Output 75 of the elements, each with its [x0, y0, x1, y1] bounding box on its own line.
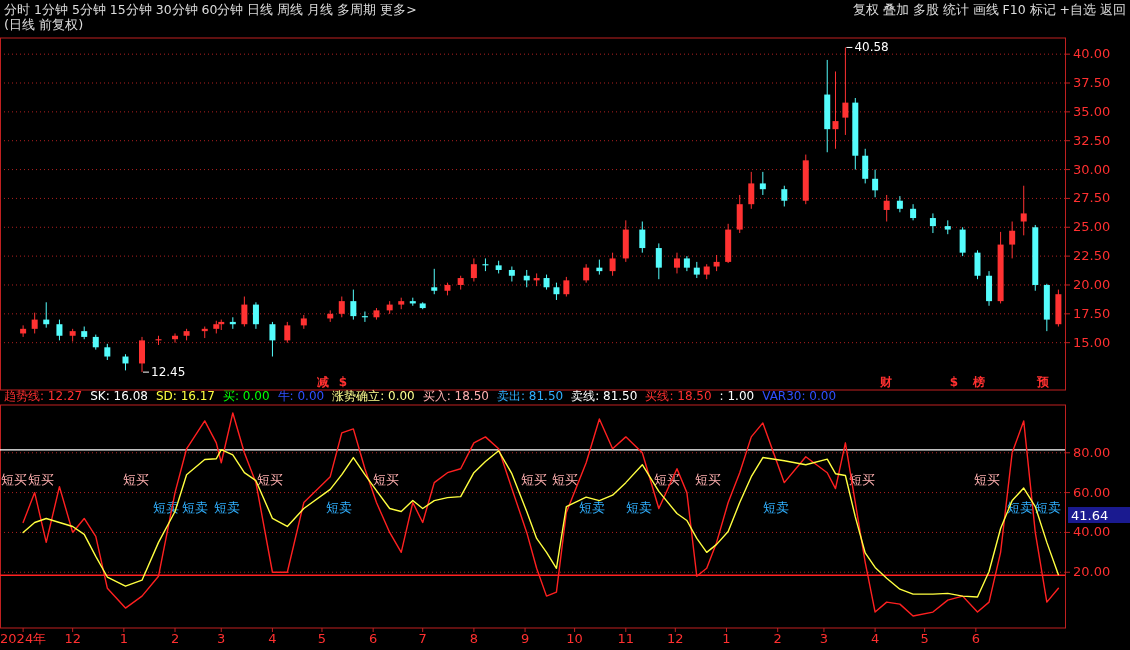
x-tick-label: 4	[268, 631, 277, 646]
x-tick-label: 7	[418, 631, 427, 646]
x-tick-label: 5	[317, 631, 327, 646]
annotation: 短买	[552, 472, 578, 488]
x-tick-label: 10	[566, 631, 583, 646]
annotation: 短卖	[182, 500, 208, 516]
x-tick-label: 2	[773, 631, 782, 646]
y-tick-label: 17.50	[1073, 305, 1111, 321]
x-tick-label: 4	[870, 631, 880, 646]
annotation: 短买	[695, 472, 721, 488]
x-tick-label: 3	[819, 631, 829, 646]
annotation: : 1.00	[719, 389, 755, 403]
y-tick-label: 15.00	[1073, 334, 1111, 350]
annotation: 12.45	[151, 365, 186, 380]
annotation: SD: 16.17	[155, 389, 215, 403]
text: 复权 叠加 多股 统计 画线 F10 标记 +自选 返回	[852, 2, 1126, 17]
text: 41.64	[1071, 508, 1109, 523]
x-tick-label: 2024年	[0, 631, 47, 646]
annotation: 牛: 0.00	[277, 389, 325, 403]
y-tick-label: 20.00	[1073, 564, 1111, 580]
annotation: 短卖	[326, 500, 352, 516]
x-tick-label: 1	[722, 631, 731, 646]
annotation: 买: 0.00	[223, 389, 270, 403]
y-tick-label: 27.50	[1073, 190, 1111, 206]
x-tick-label: 12	[667, 631, 684, 646]
y-tick-label: 22.50	[1073, 248, 1111, 264]
x-tick-label: 6	[369, 631, 378, 646]
x-tick-label: 8	[469, 631, 479, 646]
x-tick-label: 1	[119, 631, 128, 646]
y-tick-label: 80.00	[1073, 444, 1111, 460]
annotation: 买入: 18.50	[422, 389, 489, 403]
annotation: 减	[317, 375, 329, 389]
annotation: 40.58	[854, 40, 889, 55]
y-tick-label: 35.00	[1073, 103, 1111, 119]
y-tick-label: 60.00	[1073, 484, 1111, 500]
annotation: SK: 16.08	[90, 389, 148, 403]
y-tick-label: 25.00	[1073, 219, 1111, 235]
annotation: 卖线: 81.50	[571, 389, 638, 403]
annotation: 卖出: 81.50	[496, 389, 564, 403]
x-tick-label: 5	[920, 631, 929, 646]
annotation: 短卖	[1035, 500, 1061, 516]
annotation: 榜	[972, 375, 985, 389]
annotation: 财	[879, 375, 892, 389]
annotation: 短买	[373, 472, 399, 488]
annotation: $	[949, 375, 959, 389]
annotation: 短买	[974, 472, 1000, 488]
annotation: 短买	[1, 472, 27, 488]
annotation: 短卖	[579, 500, 605, 516]
x-tick-label: 3	[217, 631, 226, 646]
x-tick-label: 2	[170, 631, 180, 646]
annotation: 短卖	[763, 500, 789, 516]
x-tick-label: 6	[971, 631, 980, 646]
y-tick-label: 40.00	[1073, 524, 1111, 540]
annotation: 短卖	[626, 500, 652, 516]
y-tick-label: 37.50	[1073, 75, 1111, 91]
x-tick-label: 12	[64, 631, 81, 646]
annotation: VAR30: 0.00	[762, 389, 837, 403]
y-tick-label: 40.00	[1073, 46, 1111, 62]
text: 分时 1分钟 5分钟 15分钟 30分钟 60分钟 日线 周线 月线 多周期 更多>	[4, 2, 417, 17]
x-tick-label: 11	[617, 631, 635, 646]
annotation: 短买	[521, 472, 547, 488]
annotation: 预	[1036, 375, 1050, 389]
annotation: 短卖	[214, 500, 240, 516]
annotation: 趋势线: 12.27	[4, 389, 83, 403]
y-tick-label: 30.00	[1073, 161, 1111, 177]
annotation: 买线: 18.50	[645, 389, 712, 403]
annotation: 短买	[257, 472, 283, 488]
annotation: 短买	[123, 472, 149, 488]
x-tick-label: 9	[520, 631, 530, 646]
y-tick-label: 32.50	[1073, 132, 1111, 148]
annotation: 涨势确立: 0.00	[332, 389, 415, 403]
chart-title: (日线 前复权)	[4, 17, 84, 32]
y-tick-label: 20.00	[1073, 276, 1111, 292]
annotation: 短买	[28, 472, 54, 488]
annotation: $	[338, 375, 348, 389]
